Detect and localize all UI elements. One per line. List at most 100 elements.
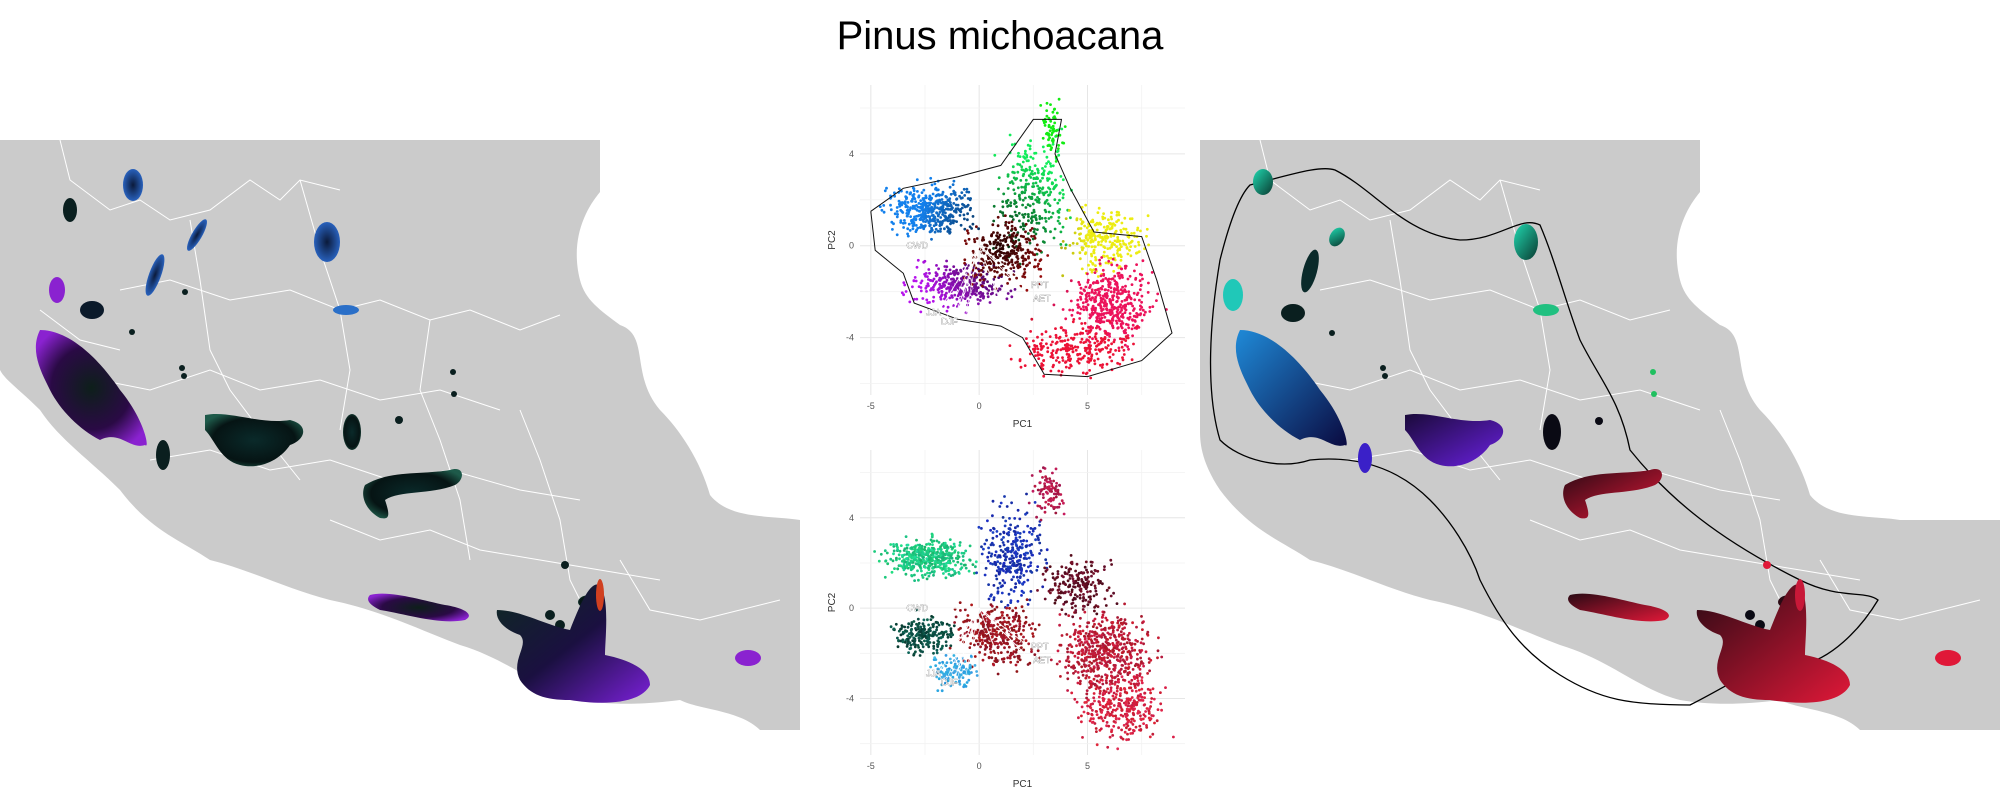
scatter-point (1006, 243, 1010, 247)
scatter-point (945, 287, 948, 291)
scatter-point (1029, 590, 1033, 593)
scatter-point (1016, 568, 1020, 572)
loading-vector-aux (978, 608, 1009, 681)
scatter-point (1072, 671, 1075, 675)
scatter-point (1033, 265, 1037, 269)
scatter-point (1080, 205, 1084, 209)
scatter-point (1117, 698, 1121, 701)
scatter-point (911, 639, 915, 643)
scatter-point (1079, 340, 1083, 344)
scatter-point (1036, 347, 1040, 351)
scatter-point (1109, 300, 1113, 304)
scatter-point (1027, 255, 1030, 259)
scatter-point (1104, 705, 1108, 709)
scatter-point (1018, 517, 1022, 521)
scatter-point (933, 202, 936, 206)
scatter-point (1011, 609, 1015, 613)
loading-vector-aux (945, 608, 980, 681)
scatter-point (937, 541, 941, 544)
scatter-point (993, 608, 997, 611)
scatter-point (1119, 267, 1123, 271)
scatter-point (1103, 340, 1107, 344)
scatter-point (920, 574, 924, 577)
scatter-point (996, 231, 999, 235)
scatter-point (885, 186, 888, 190)
scatter-point (1002, 554, 1006, 557)
scatter-point (1107, 277, 1111, 281)
scatter-point (1016, 260, 1019, 264)
scatter-point (1095, 713, 1099, 716)
scatter-point (1132, 704, 1136, 708)
scatter-point (1004, 269, 1008, 272)
scatter-point (1118, 337, 1122, 341)
scatter-point (980, 257, 984, 261)
scatter-point (1082, 593, 1085, 596)
scatter-point (1057, 144, 1060, 147)
scatter-point (948, 185, 952, 189)
scatter-point (948, 557, 952, 560)
scatter-point (1076, 671, 1080, 674)
scatter-point (971, 268, 975, 272)
vector-label-ppt: PPT (1031, 642, 1049, 652)
scatter-point (1130, 358, 1134, 362)
scatter-point (1049, 190, 1053, 194)
scatter-point (956, 554, 960, 558)
scatter-point (1100, 256, 1104, 259)
scatter-point (922, 188, 926, 192)
scatter-point (1110, 655, 1114, 658)
scatter-point (1055, 359, 1058, 362)
scatter-point (1110, 321, 1114, 325)
scatter-point (1036, 649, 1040, 653)
scatter-point (1026, 578, 1030, 582)
scatter-point (1126, 252, 1130, 256)
scatter-point (1116, 619, 1120, 623)
scatter-point (996, 555, 1000, 559)
scatter-point (909, 643, 913, 647)
scatter-point (1109, 286, 1113, 290)
scatter-point (1006, 225, 1010, 229)
scatter-point (889, 625, 893, 629)
scatter-point (927, 641, 931, 644)
scatter-point (1118, 305, 1122, 309)
scatter-point (1034, 354, 1037, 357)
scatter-point (1119, 255, 1123, 259)
scatter-point (1016, 547, 1019, 550)
scatter-point (1016, 524, 1020, 528)
scatter-point (1106, 631, 1110, 635)
scatter-point (1099, 274, 1103, 278)
scatter-point (945, 569, 948, 573)
scatter-point (1033, 258, 1037, 262)
scatter-point (1012, 266, 1016, 269)
scatter-point (1134, 662, 1138, 666)
scatter-point (1030, 474, 1034, 477)
scatter-point (954, 680, 958, 684)
scatter-point (952, 624, 956, 628)
scatter-point (1064, 365, 1068, 369)
scatter-point (1043, 484, 1047, 488)
scatter-point (1102, 312, 1106, 315)
scatter-point (1153, 721, 1156, 725)
scatter-point (929, 626, 932, 630)
scatter-point (932, 651, 935, 655)
scatter-point (977, 525, 981, 529)
scatter-point (970, 292, 974, 296)
scatter-point (1115, 689, 1119, 693)
scatter-point (1067, 356, 1070, 359)
scatter-point (928, 564, 932, 567)
scatter-point (953, 572, 957, 576)
scatter-point (1062, 193, 1065, 196)
scatter-point (1034, 538, 1037, 542)
scatter-point (954, 288, 957, 292)
scatter-point (1018, 242, 1022, 246)
scatter-point (1049, 591, 1052, 595)
scatter-point (1066, 650, 1069, 654)
scatter-point (878, 205, 882, 209)
scatter-point (953, 293, 957, 297)
scatter-point (892, 222, 895, 226)
scatter-point (1088, 660, 1092, 664)
scatter-point (1035, 252, 1039, 256)
scatter-point (939, 545, 942, 549)
scatter-point (1009, 252, 1012, 256)
scatter-point (910, 546, 914, 549)
scatter-point (1148, 305, 1152, 309)
